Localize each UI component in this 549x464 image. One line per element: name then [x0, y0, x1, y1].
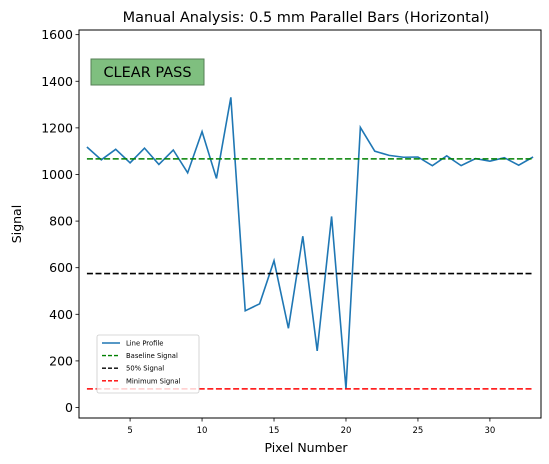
- y-tick-label: 800: [49, 214, 73, 229]
- legend: Line Profile Baseline Signal 50% Signal Min…: [96, 334, 200, 394]
- y-tick-label: 1000: [41, 167, 73, 182]
- y-tick-label: 600: [49, 260, 73, 275]
- plot-frame: [78, 29, 542, 419]
- x-tick-label: 25: [413, 426, 424, 436]
- result-badge-text: CLEAR PASS: [103, 65, 191, 81]
- y-tick-label: 0: [65, 400, 73, 415]
- x-tick-label: 15: [269, 426, 280, 436]
- x-tick-label: 30: [484, 426, 495, 436]
- y-tick-label: 200: [49, 353, 73, 368]
- x-tick-label: 10: [197, 426, 208, 436]
- result-badge: CLEAR PASS: [90, 58, 205, 86]
- legend-label-minimum-signal: Minimum Signal: [126, 377, 181, 385]
- legend-label-line-profile: Line Profile: [126, 340, 163, 348]
- y-tick-label: 1600: [41, 27, 73, 42]
- chart-title: Manual Analysis: 0.5 mm Parallel Bars (H…: [123, 10, 490, 26]
- x-tick-label: 5: [127, 426, 132, 436]
- y-tick-label: 1200: [41, 120, 73, 135]
- x-axis-label: Pixel Number: [264, 440, 348, 455]
- y-tick-label: 1400: [41, 74, 73, 89]
- ticks-layer: 5 10 15 20 25 30 0 200 400 600 800 1000 1200 1400 1600: [41, 27, 495, 436]
- legend-box: [96, 334, 200, 394]
- result-badge-box: [90, 58, 205, 86]
- y-tick-label: 400: [49, 307, 73, 322]
- series-line-profile-line: [86, 97, 534, 389]
- y-axis-label: Signal: [9, 205, 24, 243]
- legend-label-50pct-signal: 50% Signal: [126, 365, 164, 373]
- legend-label-baseline-signal: Baseline Signal: [126, 352, 178, 360]
- x-tick-label: 20: [341, 426, 352, 436]
